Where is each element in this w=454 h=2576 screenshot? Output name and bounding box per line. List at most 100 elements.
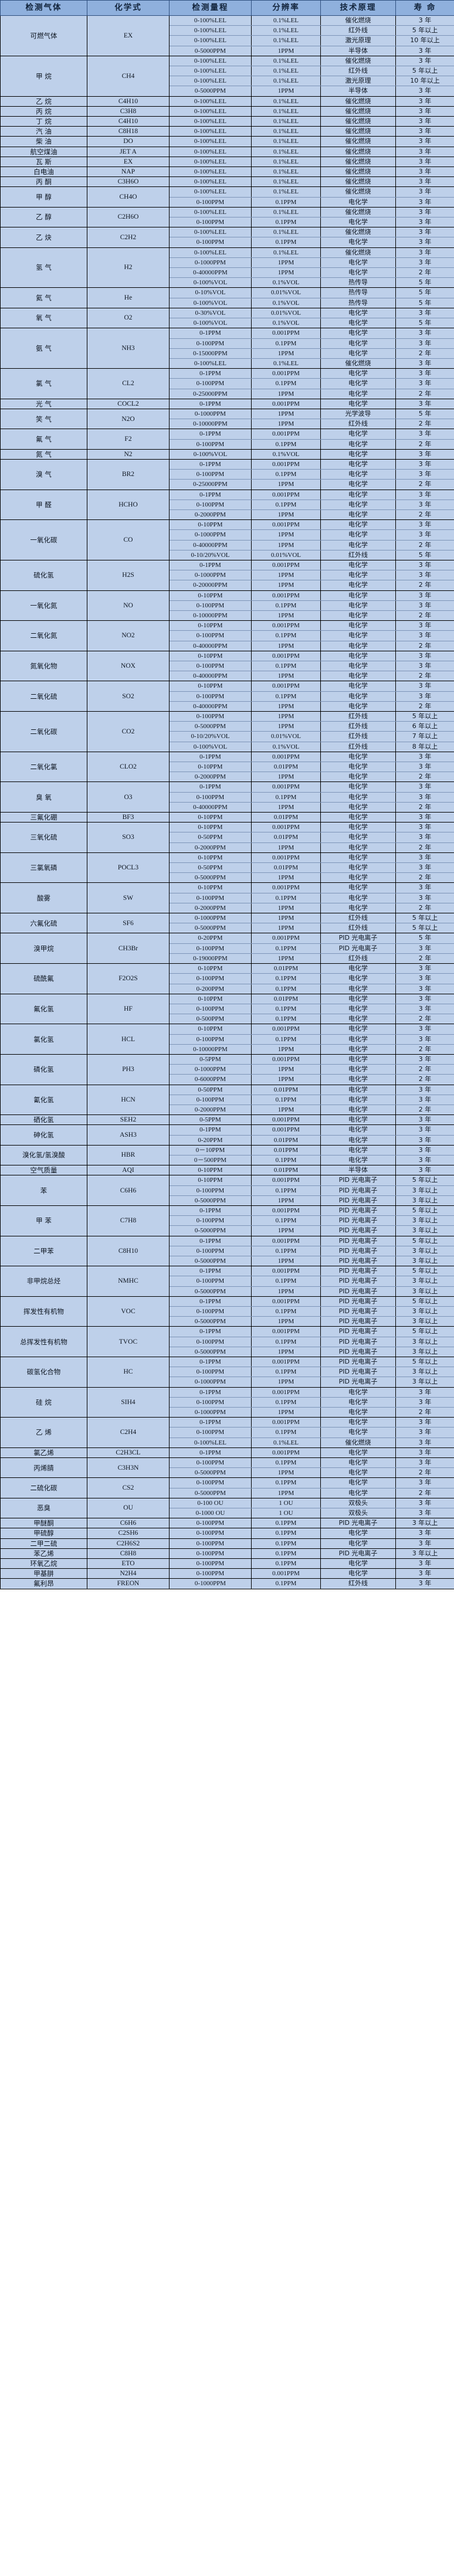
cell-range: 0-2000PPM [169, 1104, 252, 1116]
cell-resolution: 0.1PPM [251, 1427, 321, 1438]
table-row: 硒化氢 SEH2 0-5PPM 0.001PPM 电化学 3 年 [0, 1114, 454, 1126]
cell-chemical-formula: AQI [87, 1165, 170, 1176]
cell-range: 0-19000PPM [169, 953, 252, 964]
cell-range: 0-100%LEL [169, 227, 252, 238]
table-row: 二氧化硫 SO2 0-10PPM 0.001PPM 电化学 3 年 [0, 681, 454, 712]
cell-resolution: 0.001PPM [251, 852, 321, 864]
cell-range: 0-100PPM [169, 1538, 252, 1549]
cell-range: 0-1000PPM [169, 257, 252, 269]
cell-range: 0-5000PPM [169, 1286, 252, 1297]
cell-resolution: 0.1PPM [251, 237, 321, 248]
cell-lifespan: 5 年 [395, 549, 454, 560]
cell-range: 0-10%VOL [169, 287, 252, 298]
cell-technology: 电化学 [320, 660, 396, 672]
cell-lifespan: 5 年 [395, 297, 454, 308]
cell-resolution: 0.1PPM [251, 983, 321, 994]
cell-chemical-formula: CO [87, 519, 170, 560]
table-row: 0-100PPM 0.1PPM 电化学 2 年 [1, 439, 454, 450]
cell-resolution: 0.1%LEL [251, 106, 321, 117]
table-row: 0-100PPM 0.1PPM 电化学 3 年 [1, 600, 454, 611]
cell-lifespan: 2 年 [395, 640, 454, 651]
cell-resolution: 0.1%LEL [251, 76, 321, 87]
cell-resolution: 0.1PPM [251, 1477, 321, 1488]
table-row: 汽 油 C8H18 0-100%LEL 0.1%LEL 催化燃烧 3 年 [0, 126, 454, 137]
table-row: 0-1000PPM 1PPM 电化学 3 年 [1, 529, 454, 541]
cell-lifespan: 3 年 [395, 1034, 454, 1045]
cell-chemical-formula: BR2 [87, 458, 170, 490]
cell-technology: 红外线 [320, 953, 396, 964]
column-header-formula: 化学式 [87, 0, 170, 16]
cell-technology: 热传导 [320, 287, 396, 298]
cell-range: 0-100PPM [169, 892, 252, 903]
cell-resolution: 0.1PPM [251, 1014, 321, 1025]
cell-resolution: 0.1%LEL [251, 96, 321, 107]
cell-lifespan: 3 年 [395, 1124, 454, 1136]
cell-lifespan: 3 年 [395, 247, 454, 258]
table-row: 总挥发性有机物 TVOC 0-1PPM 0.001PPM PID 光电离子 5 年以上 [0, 1326, 454, 1358]
table-row: 0-100PPM 0.1PPM 电化学 3 年 [1, 660, 454, 672]
cell-resolution: 1PPM [251, 257, 321, 269]
cell-gas-name: 二氧化碳 [0, 711, 87, 752]
table-row: 硫酰氟 F2O2S 0-10PPM 0.01PPM 电化学 3 年 [0, 963, 454, 994]
cell-resolution: 0.01PPM [251, 1165, 321, 1176]
cell-resolution: 0.01PPM [251, 862, 321, 874]
cell-technology: 电化学 [320, 509, 396, 521]
cell-lifespan: 5 年以上 [395, 1175, 454, 1186]
cell-resolution: 0.001PPM [251, 1568, 321, 1579]
table-row: 0-50PPM 0.01PPM 电化学 3 年 [1, 862, 454, 874]
cell-technology: 电化学 [320, 842, 396, 853]
cell-range: 0-5000PPM [169, 872, 252, 883]
table-row: 0-100%VOL 0.1%VOL 电化学 5 年 [1, 318, 454, 329]
cell-resolution: 0.001PPM [251, 1114, 321, 1126]
cell-range: 0-1PPM [169, 559, 252, 571]
table-row: 氮氧化物 NOX 0-10PPM 0.001PPM 电化学 3 年 [0, 650, 454, 682]
table-row: 0-5000PPM 1PPM 电化学 2 年 [1, 1467, 454, 1479]
table-row: 0-5000PPM 1PPM PID 光电离子 3 年以上 [1, 1316, 454, 1327]
cell-resolution: 0.001PPM [251, 781, 321, 793]
cell-lifespan: 3 年 [395, 1396, 454, 1408]
cell-range: 0-100PPM [169, 237, 252, 248]
cell-resolution: 0.1PPM [251, 1548, 321, 1559]
cell-lifespan: 2 年 [395, 1014, 454, 1025]
cell-technology: 电化学 [320, 751, 396, 763]
cell-technology: 激光原理 [320, 35, 396, 46]
cell-lifespan: 3 年 [395, 86, 454, 97]
table-row: 0-100PPM 0.1PPM 电化学 3 年 [1, 791, 454, 803]
table-row: 笑 气 N2O 0-1000PPM 1PPM 光学波导 5 年 [0, 408, 454, 430]
cell-lifespan: 3 年 [395, 529, 454, 541]
cell-resolution: 1PPM [251, 1346, 321, 1358]
cell-range: 0-500PPM [169, 1014, 252, 1025]
cell-resolution: 0.001PPM [251, 1386, 321, 1398]
cell-technology: PID 光电离子 [320, 933, 396, 944]
cell-lifespan: 3 年 [395, 257, 454, 269]
table-row: 甲 醇 CH4O 0-100%LEL 0.1%LEL 催化燃烧 3 年 [0, 186, 454, 208]
cell-range: 0-100%LEL [169, 358, 252, 369]
cell-range: 0-100PPM [169, 660, 252, 672]
cell-technology: 电化学 [320, 872, 396, 883]
cell-resolution: 0.1PPM [251, 630, 321, 641]
cell-technology: 催化燃烧 [320, 176, 396, 188]
cell-lifespan: 3 年 [395, 45, 454, 56]
cell-chemical-formula: CH4 [87, 55, 170, 97]
cell-gas-name: 恶臭 [0, 1497, 87, 1519]
cell-technology: 电化学 [320, 1144, 396, 1156]
cell-resolution: 0.01PPM [251, 1084, 321, 1095]
cell-lifespan: 10 年以上 [395, 76, 454, 87]
cell-gas-name: 甲 苯 [0, 1205, 87, 1236]
cell-technology: 电化学 [320, 801, 396, 813]
cell-lifespan: 3 年 [395, 1084, 454, 1095]
cell-lifespan: 2 年 [395, 902, 454, 914]
cell-technology: 催化燃烧 [320, 186, 396, 198]
cell-range: 0-100PPM [169, 1558, 252, 1569]
cell-technology: 电化学 [320, 902, 396, 914]
cell-range: 0-100%VOL [169, 741, 252, 752]
cell-range: 0-1000PPM [169, 1578, 252, 1589]
cell-lifespan: 3 年 [395, 691, 454, 702]
cell-range: 0-30%VOL [169, 307, 252, 319]
cell-resolution: 0.1%LEL [251, 146, 321, 157]
cell-range: 0-100PPM [169, 1215, 252, 1226]
cell-technology: 催化燃烧 [320, 106, 396, 117]
cell-lifespan: 3 年 [395, 1427, 454, 1438]
cell-range: 0-5000PPM [169, 1195, 252, 1206]
table-row: 0-100PPM 0.1PPM 电化学 3 年 [1, 469, 454, 480]
